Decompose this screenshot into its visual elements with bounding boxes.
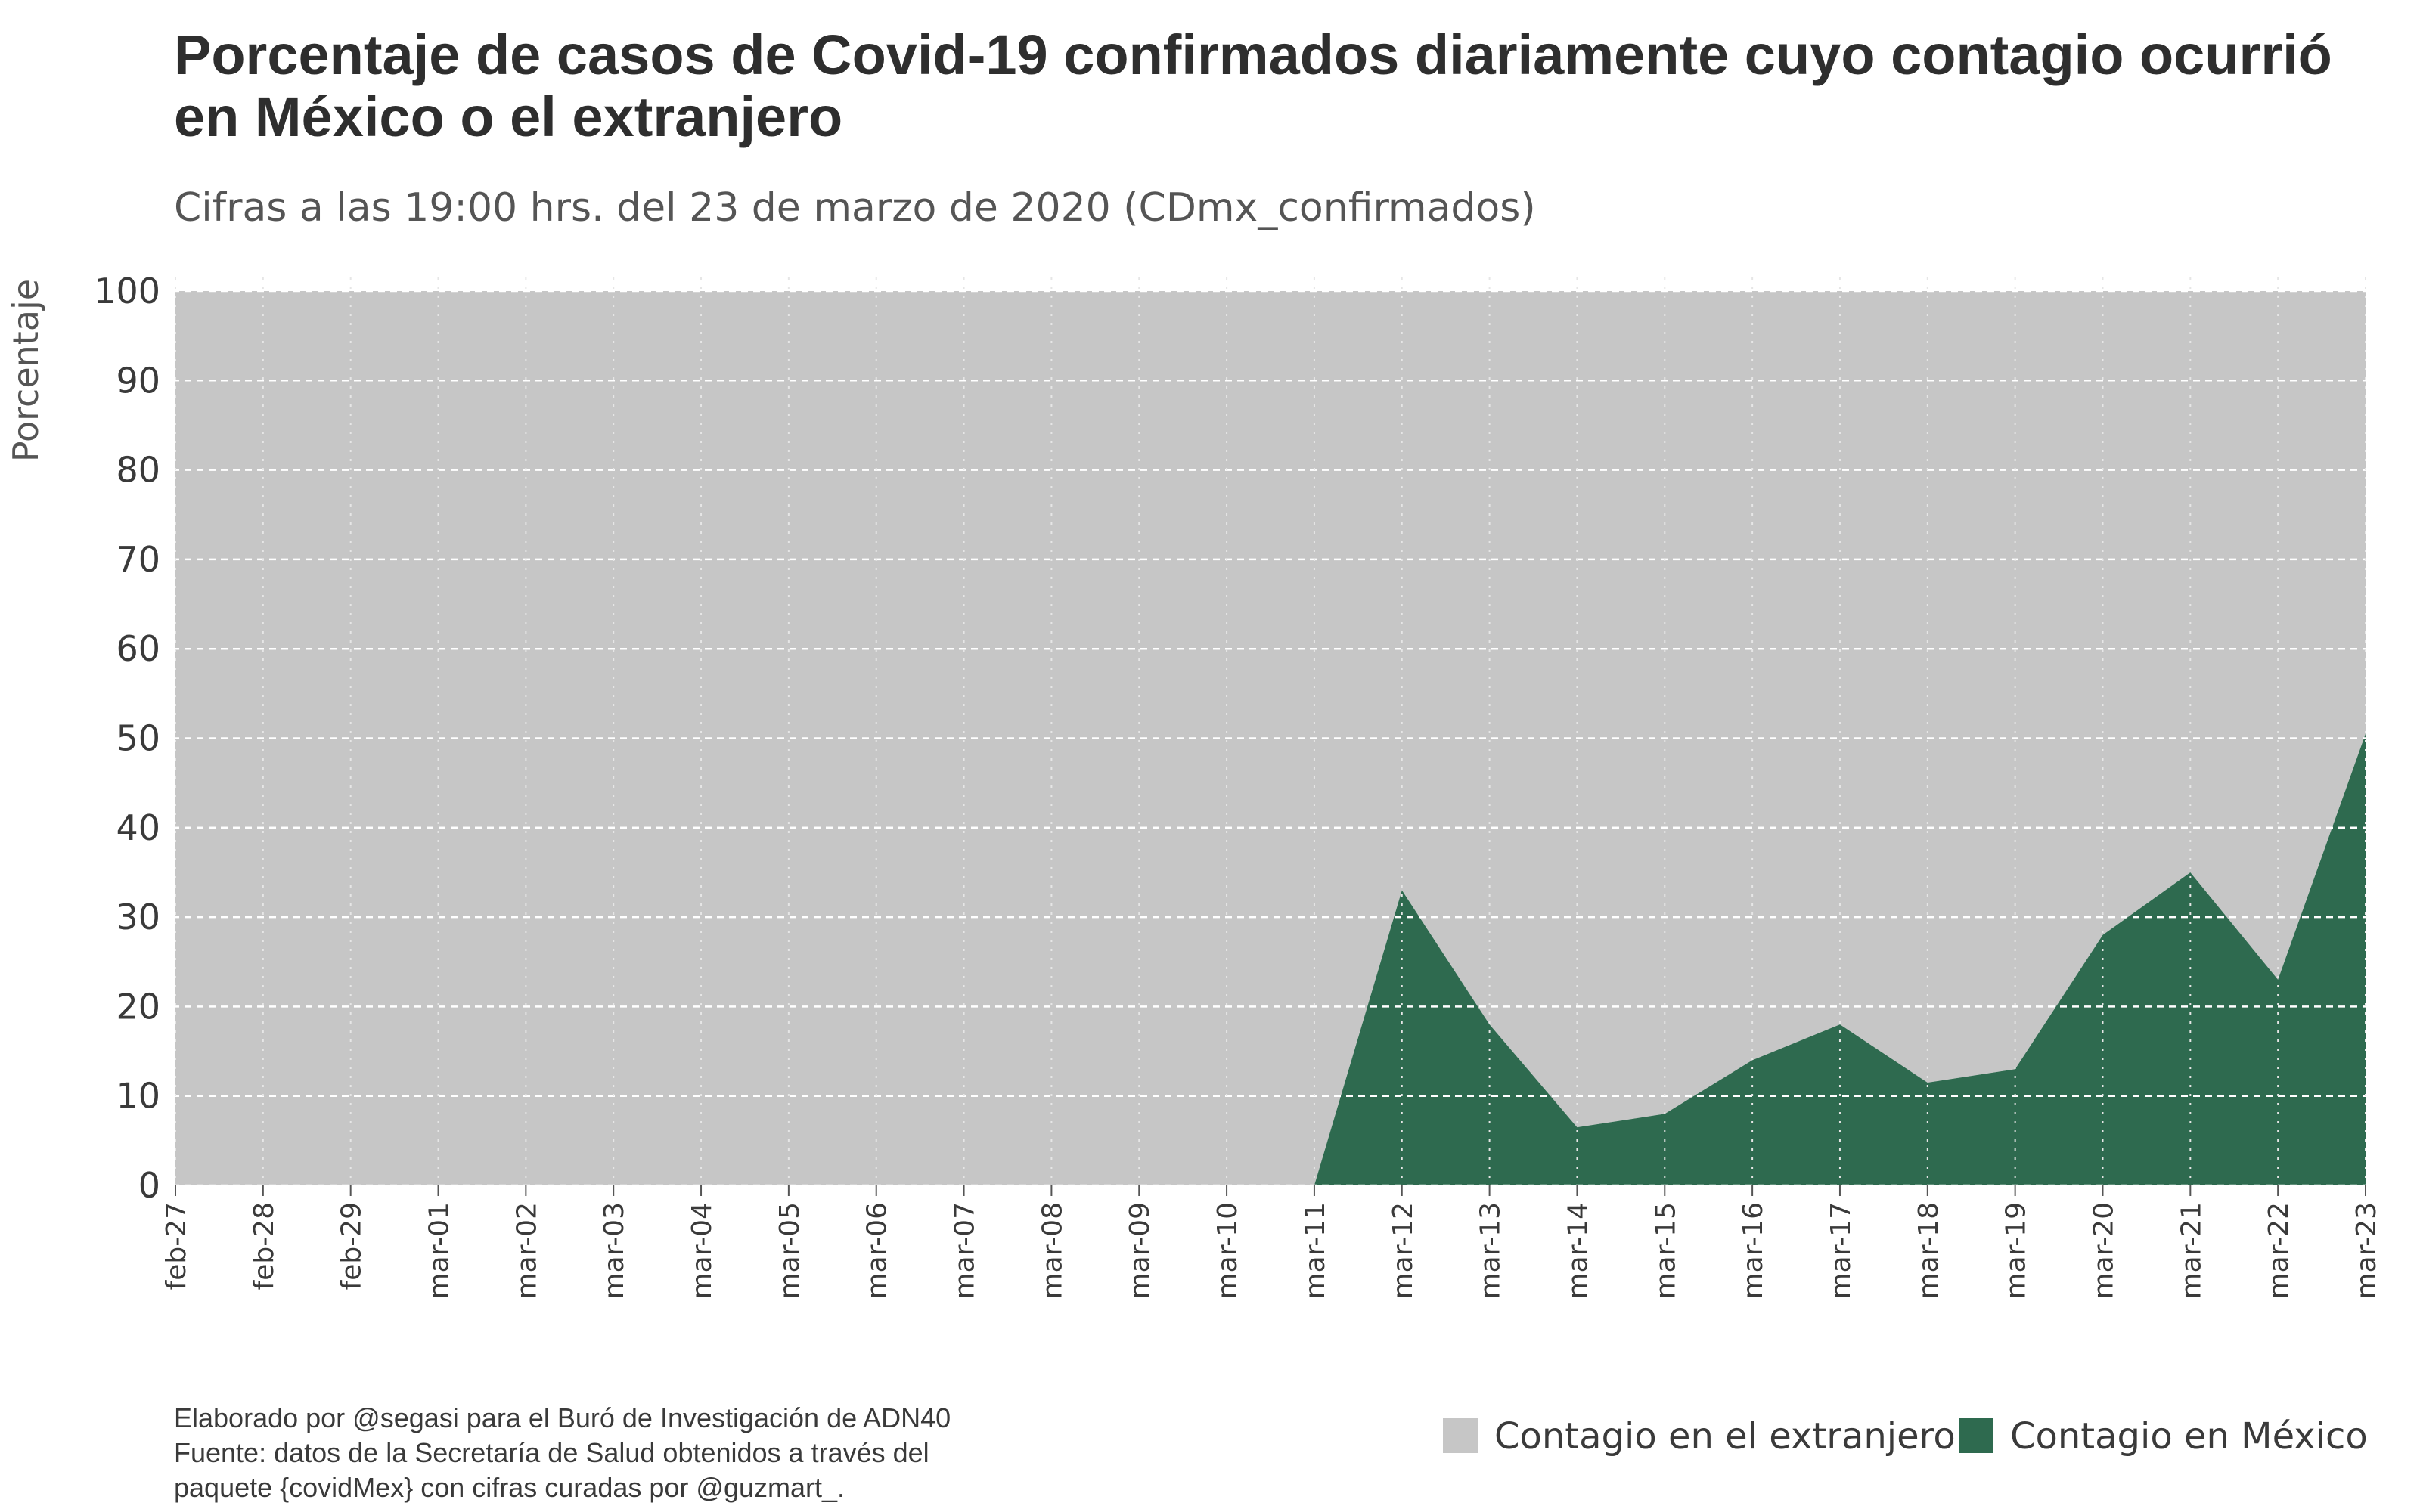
x-tick-label-mar-04: mar-04 <box>687 1202 718 1299</box>
x-tick-label-mar-23: mar-23 <box>2351 1202 2382 1299</box>
legend-label-extranjero: Contagio en el extranjero <box>1494 1415 1956 1458</box>
x-tick-label-mar-21: mar-21 <box>2176 1202 2207 1299</box>
caption-line3: paquete {covidMex} con cifras curadas po… <box>174 1472 845 1503</box>
caption-line1: Elaborado por @segasi para el Buró de In… <box>174 1402 951 1433</box>
y-tick-label-90: 90 <box>116 360 160 401</box>
x-tick-label-mar-15: mar-15 <box>1650 1202 1681 1299</box>
area-contagio-extranjero <box>175 291 2366 1185</box>
x-tick-label-mar-05: mar-05 <box>774 1202 805 1299</box>
x-tick-label-mar-13: mar-13 <box>1475 1202 1506 1299</box>
legend-label-mexico: Contagio en México <box>2010 1415 2368 1458</box>
x-tick-label-mar-17: mar-17 <box>1826 1202 1857 1299</box>
x-tick-label-mar-09: mar-09 <box>1125 1202 1156 1299</box>
y-tick-label-100: 100 <box>94 271 160 311</box>
x-tick-label-mar-06: mar-06 <box>862 1202 893 1299</box>
y-tick-label-10: 10 <box>116 1076 160 1117</box>
x-tick-label-mar-11: mar-11 <box>1300 1202 1331 1299</box>
x-tick-label-feb-27: feb-27 <box>161 1202 192 1290</box>
y-tick-label-0: 0 <box>138 1165 160 1206</box>
area-contagio-mexico <box>175 733 2366 1185</box>
x-tick-label-mar-08: mar-08 <box>1037 1202 1068 1299</box>
caption-line2: Fuente: datos de la Secretaría de Salud … <box>174 1437 929 1468</box>
y-tick-label-30: 30 <box>116 897 160 937</box>
y-tick-label-20: 20 <box>116 986 160 1027</box>
x-tick-label-mar-01: mar-01 <box>424 1202 455 1299</box>
x-tick-label-mar-02: mar-02 <box>511 1202 542 1299</box>
legend-swatch-extranjero <box>1443 1418 1478 1453</box>
x-tick-label-mar-14: mar-14 <box>1562 1202 1593 1299</box>
chart-title-line1: Porcentaje de casos de Covid-19 confirma… <box>174 23 2332 86</box>
x-tick-label-mar-07: mar-07 <box>950 1202 981 1299</box>
x-tick-label-mar-22: mar-22 <box>2263 1202 2294 1299</box>
x-tick-label-feb-29: feb-29 <box>337 1202 368 1290</box>
legend: Contagio en el extranjero Contagio en Mé… <box>1443 1415 2368 1458</box>
x-tick-label-feb-28: feb-28 <box>249 1202 280 1290</box>
x-tick-label-mar-18: mar-18 <box>1913 1202 1944 1299</box>
y-tick-label-50: 50 <box>116 718 160 759</box>
x-tick-label-mar-03: mar-03 <box>599 1202 630 1299</box>
x-tick-label-mar-20: mar-20 <box>2089 1202 2120 1299</box>
legend-swatch-mexico <box>1959 1418 1993 1453</box>
x-axis-ticks: feb-27 feb-28 feb-29 mar-01 mar-02 mar-03 mar-… <box>161 1185 2382 1299</box>
x-tick-label-mar-10: mar-10 <box>1212 1202 1243 1299</box>
y-tick-label-60: 60 <box>116 628 160 669</box>
y-tick-label-70: 70 <box>116 539 160 580</box>
x-tick-label-mar-12: mar-12 <box>1388 1202 1419 1299</box>
chart-subtitle: Cifras a las 19:00 hrs. del 23 de marzo … <box>174 185 1536 231</box>
y-tick-label-80: 80 <box>116 450 160 491</box>
x-tick-label-mar-19: mar-19 <box>2001 1202 2032 1299</box>
chart-title-line2: en México o el extranjero <box>174 85 842 148</box>
y-tick-label-40: 40 <box>116 807 160 848</box>
x-tick-label-mar-16: mar-16 <box>1738 1202 1769 1299</box>
y-axis-label: Porcentaje <box>5 279 46 462</box>
plot-area <box>172 277 2411 1187</box>
y-axis-ticks: 0 10 20 30 40 50 60 70 80 90 100 <box>94 271 160 1206</box>
